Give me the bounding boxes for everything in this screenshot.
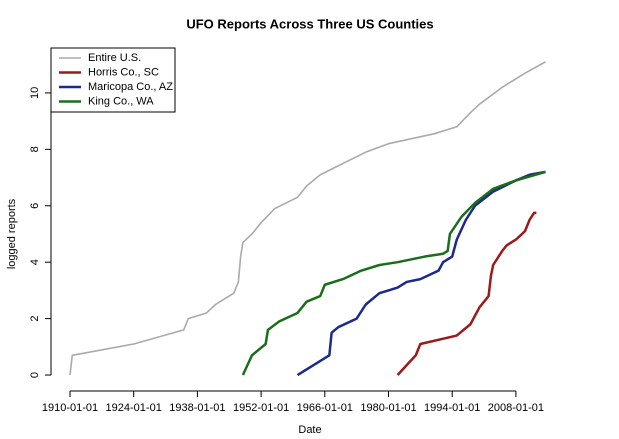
series-line [296, 170, 546, 377]
x-tick-label: 1924-01-01 [106, 402, 162, 414]
legend-label: Maricopa Co., AZ [88, 81, 173, 93]
x-tick-label: 1938-01-01 [169, 402, 225, 414]
y-tick-label: 10 [29, 87, 41, 99]
x-tick-label: 1994-01-01 [424, 402, 480, 414]
x-tick-label: 1910-01-01 [42, 402, 98, 414]
y-tick-label: 0 [29, 372, 41, 378]
x-tick-label: 1952-01-01 [233, 402, 289, 414]
y-tick-label: 8 [29, 146, 41, 152]
legend-label: Entire U.S. [88, 52, 141, 64]
x-tick-label: 1980-01-01 [360, 402, 416, 414]
legend-label: King Co., WA [88, 95, 154, 107]
y-axis-label: logged reports [6, 198, 18, 269]
x-tick-label: 2008-01-01 [488, 402, 544, 414]
y-tick-label: 4 [29, 259, 41, 265]
x-axis-label: Date [298, 424, 321, 436]
legend-label: Horris Co., SC [88, 66, 159, 78]
y-tick-label: 6 [29, 203, 41, 209]
series-line [241, 170, 546, 376]
y-tick-label: 2 [29, 316, 41, 322]
series-line [69, 61, 546, 376]
chart-title: UFO Reports Across Three US Counties [186, 16, 433, 31]
x-tick-label: 1966-01-01 [297, 402, 353, 414]
series-line [396, 211, 537, 376]
